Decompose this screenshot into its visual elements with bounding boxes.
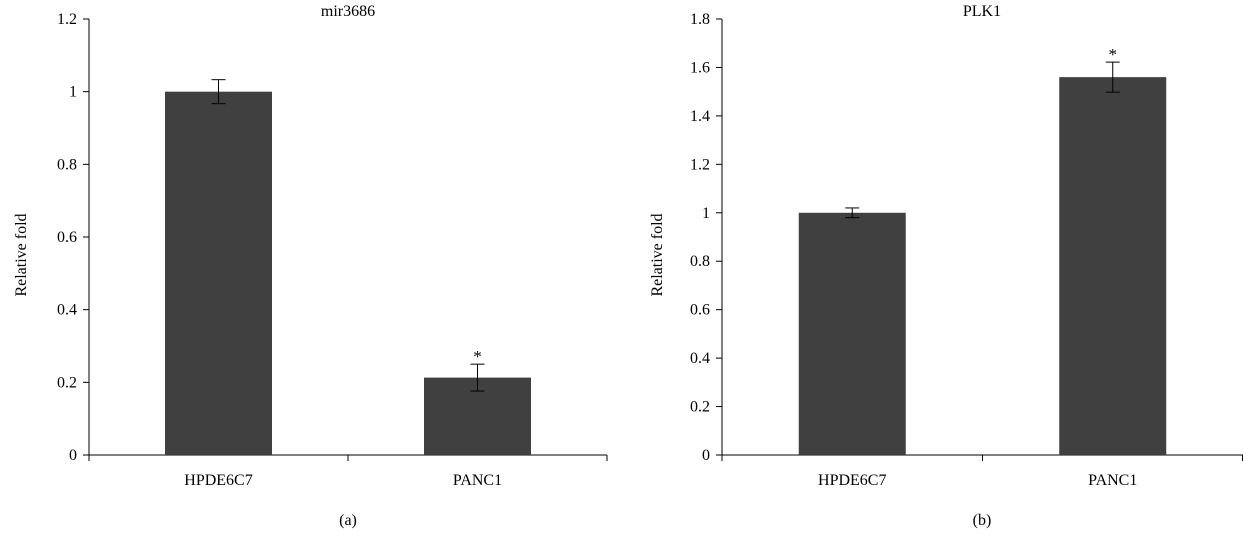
y-tick-label: 1.4 (690, 108, 710, 125)
y-tick-label: 0 (702, 447, 710, 464)
chart-title: mir3686 (321, 3, 375, 20)
y-axis-label: Relative fold (13, 213, 30, 296)
y-tick-label: 0 (69, 447, 77, 464)
y-tick-label: 0.2 (57, 374, 77, 391)
significance-marker: * (473, 347, 482, 366)
bar-hpde6c7 (165, 91, 272, 456)
x-category-label: PANC1 (1088, 472, 1137, 489)
y-tick-label: 0.8 (57, 156, 77, 173)
y-tick-label: 0.4 (690, 350, 710, 367)
y-tick-label: 1.2 (57, 11, 77, 28)
y-tick-label: 1 (702, 205, 710, 222)
chart-panel-2: 0 0.2 0.4 0.6 0.8 1 1.2 1.4 1.6 1.8 HPDE6C7 PANC1 * P… (649, 3, 1243, 529)
x-category-label: HPDE6C7 (818, 472, 886, 489)
y-tick-label: 1.2 (690, 156, 710, 173)
y-tick-label: 0.4 (57, 302, 77, 319)
chart-panel-1: 0 0.2 0.4 0.6 0.8 1 1.2 HPDE6C7 PANC1 * mir3686 Rel… (13, 3, 608, 529)
x-category-label: PANC1 (453, 472, 502, 489)
y-tick-label: 0.8 (690, 253, 710, 270)
y-tick-label: 0.2 (690, 399, 710, 416)
y-tick-label: 0.6 (57, 229, 77, 246)
panel-label: (a) (339, 512, 357, 529)
chart-title: PLK1 (963, 3, 1001, 20)
y-tick-label: 0.6 (690, 302, 710, 319)
y-tick-label: 1 (69, 84, 77, 101)
panel-label: (b) (973, 512, 992, 529)
y-tick-label: 1.8 (690, 11, 710, 28)
bar-panc1 (1059, 77, 1167, 455)
y-tick-label: 1.6 (690, 59, 710, 76)
significance-marker: * (1109, 45, 1118, 64)
x-category-label: HPDE6C7 (184, 472, 252, 489)
bar-hpde6c7 (798, 212, 906, 455)
y-axis-label: Relative fold (649, 213, 666, 296)
